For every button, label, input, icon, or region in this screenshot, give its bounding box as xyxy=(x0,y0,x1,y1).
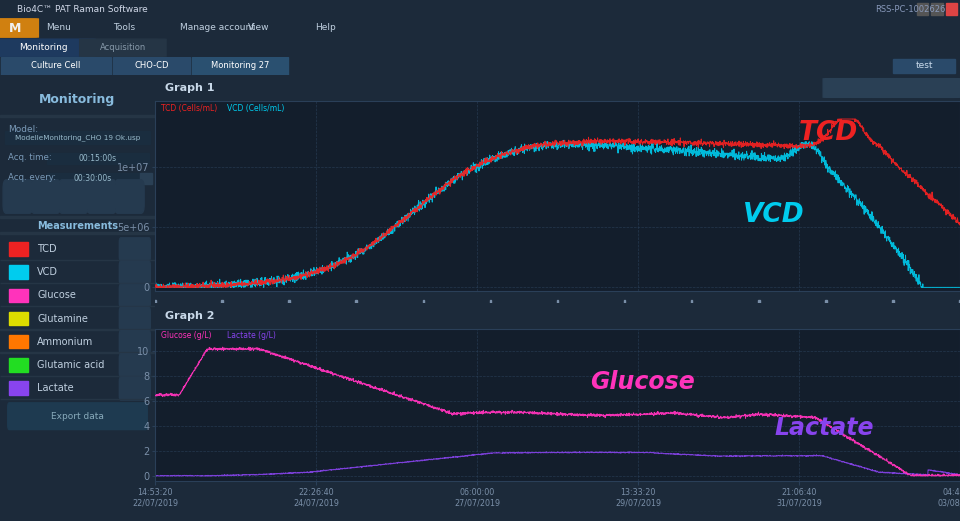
Text: Measurements: Measurements xyxy=(37,221,118,231)
Bar xyxy=(10,265,28,279)
Text: Help: Help xyxy=(315,23,336,32)
FancyBboxPatch shape xyxy=(119,307,151,330)
Text: Export data: Export data xyxy=(51,412,104,420)
Bar xyxy=(946,3,957,15)
Text: Manage account: Manage account xyxy=(180,23,255,32)
FancyBboxPatch shape xyxy=(31,180,60,213)
Text: Glutamic acid: Glutamic acid xyxy=(37,360,105,370)
Text: TCD (Cells/mL): TCD (Cells/mL) xyxy=(161,104,218,113)
Bar xyxy=(917,3,928,15)
Text: Monitoring 27: Monitoring 27 xyxy=(211,61,269,70)
Text: 00:30:00s: 00:30:00s xyxy=(74,174,112,183)
Text: CHO-CD: CHO-CD xyxy=(134,61,169,70)
FancyBboxPatch shape xyxy=(59,180,88,213)
Text: Glutamine: Glutamine xyxy=(37,314,88,324)
Bar xyxy=(192,57,288,75)
FancyBboxPatch shape xyxy=(119,238,151,261)
Text: Bio4C™ PAT Raman Software: Bio4C™ PAT Raman Software xyxy=(17,5,148,14)
Text: Glucose: Glucose xyxy=(37,290,76,300)
Bar xyxy=(155,300,156,303)
Bar xyxy=(288,300,290,303)
FancyBboxPatch shape xyxy=(8,403,147,430)
Bar xyxy=(10,335,28,349)
FancyBboxPatch shape xyxy=(86,180,116,213)
Text: Acq. every:: Acq. every: xyxy=(8,173,56,182)
FancyBboxPatch shape xyxy=(3,180,33,213)
Bar xyxy=(10,289,28,302)
FancyBboxPatch shape xyxy=(119,284,151,307)
Bar xyxy=(825,300,827,303)
Text: Lactate (g/L): Lactate (g/L) xyxy=(228,331,276,340)
Bar xyxy=(139,172,152,184)
Text: VCD: VCD xyxy=(37,267,59,277)
FancyBboxPatch shape xyxy=(886,79,920,97)
Bar xyxy=(46,172,139,184)
FancyBboxPatch shape xyxy=(823,79,857,97)
Bar xyxy=(893,59,955,73)
Text: 00:15:00s: 00:15:00s xyxy=(79,154,117,163)
Bar xyxy=(113,57,190,75)
Bar xyxy=(10,242,28,256)
Bar xyxy=(0,232,155,234)
Bar xyxy=(46,153,149,164)
Bar xyxy=(892,300,894,303)
FancyBboxPatch shape xyxy=(119,377,151,400)
Bar xyxy=(1,57,111,75)
Text: Glucose: Glucose xyxy=(589,370,694,394)
Text: Acquisition: Acquisition xyxy=(100,43,146,52)
FancyBboxPatch shape xyxy=(119,354,151,377)
Text: Lactate: Lactate xyxy=(37,383,74,393)
Bar xyxy=(490,300,492,303)
FancyBboxPatch shape xyxy=(114,180,144,213)
FancyBboxPatch shape xyxy=(927,79,960,97)
FancyBboxPatch shape xyxy=(865,79,899,97)
Bar xyxy=(422,300,424,303)
Text: Monitoring: Monitoring xyxy=(19,43,67,52)
Bar xyxy=(0,216,155,218)
Bar xyxy=(10,381,28,395)
Text: Glucose (g/L): Glucose (g/L) xyxy=(161,331,212,340)
FancyBboxPatch shape xyxy=(907,79,941,97)
Text: VCD: VCD xyxy=(743,202,804,228)
Bar xyxy=(691,300,692,303)
Text: Graph 1: Graph 1 xyxy=(165,83,214,93)
Text: RSS-PC-1002626: RSS-PC-1002626 xyxy=(876,5,946,14)
Bar xyxy=(0,115,155,117)
Text: test: test xyxy=(916,61,933,70)
Text: M: M xyxy=(10,21,21,34)
Text: Tools: Tools xyxy=(113,23,135,32)
Text: Monitoring: Monitoring xyxy=(39,93,115,106)
FancyBboxPatch shape xyxy=(119,261,151,284)
Text: Lactate: Lactate xyxy=(775,416,875,440)
Text: Ammonium: Ammonium xyxy=(37,337,93,346)
Bar xyxy=(931,3,943,15)
Bar xyxy=(355,300,357,303)
Bar xyxy=(10,358,28,371)
Text: Culture Cell: Culture Cell xyxy=(32,61,81,70)
Text: View: View xyxy=(248,23,269,32)
FancyBboxPatch shape xyxy=(844,79,877,97)
Bar xyxy=(624,300,625,303)
FancyBboxPatch shape xyxy=(0,19,38,37)
Text: Model:: Model: xyxy=(8,125,37,134)
FancyBboxPatch shape xyxy=(0,39,95,56)
FancyBboxPatch shape xyxy=(119,330,151,354)
Text: Graph 2: Graph 2 xyxy=(165,311,214,321)
FancyBboxPatch shape xyxy=(80,39,166,56)
Text: TCD: TCD xyxy=(37,244,57,254)
Text: TCD: TCD xyxy=(799,120,858,146)
Bar xyxy=(10,312,28,325)
Bar xyxy=(5,131,151,144)
Text: Acq. time:: Acq. time: xyxy=(8,153,52,162)
Text: VCD (Cells/mL): VCD (Cells/mL) xyxy=(228,104,285,113)
Text: Menu: Menu xyxy=(46,23,71,32)
Bar xyxy=(221,300,223,303)
Bar xyxy=(557,300,559,303)
Text: ModelleMonitoring_CHO 19 Ok.usp: ModelleMonitoring_CHO 19 Ok.usp xyxy=(14,134,140,141)
Bar xyxy=(758,300,759,303)
